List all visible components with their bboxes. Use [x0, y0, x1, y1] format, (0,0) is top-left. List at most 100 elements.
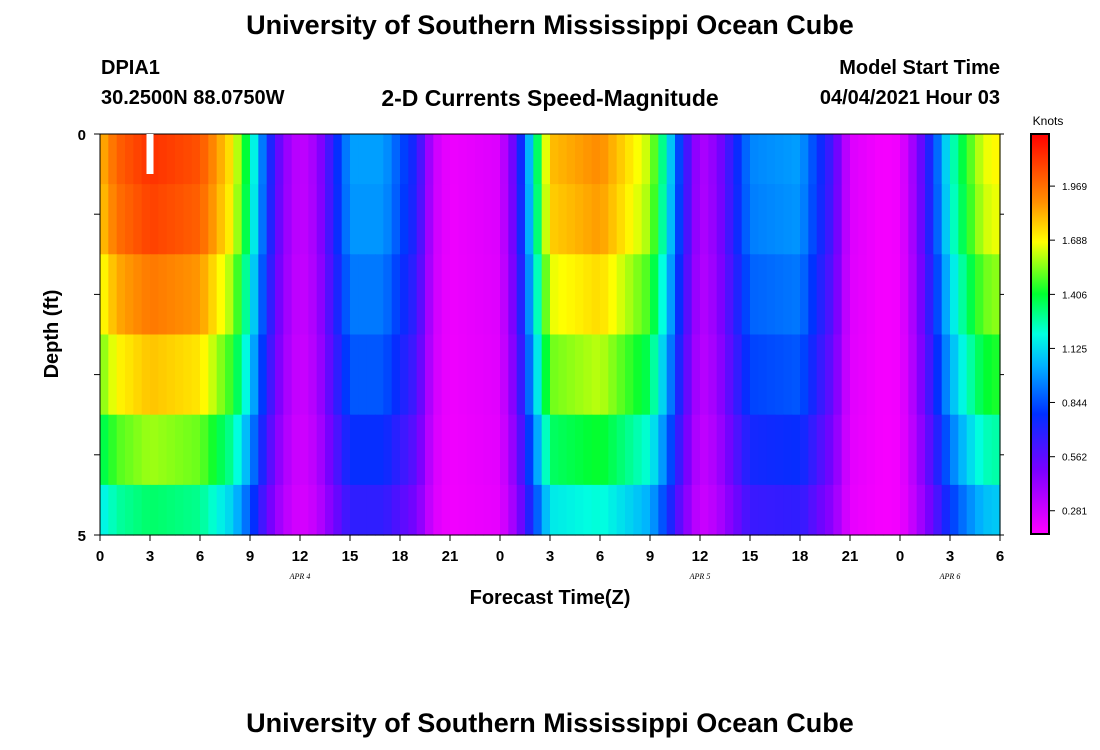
- heatmap-cell: [425, 414, 434, 486]
- heatmap-cell: [175, 184, 184, 255]
- heatmap-cell: [725, 184, 734, 255]
- heatmap-cell: [791, 254, 801, 336]
- heatmap-cell: [816, 134, 826, 185]
- heatmap-cell: [183, 134, 193, 185]
- heatmap-cell: [741, 334, 751, 416]
- heatmap-cell: [116, 414, 126, 486]
- heatmap-cell: [391, 414, 401, 486]
- colorbar-tick-label: 1.406: [1062, 290, 1087, 301]
- heatmap-cell: [983, 414, 993, 486]
- heatmap-cell: [158, 414, 168, 486]
- heatmap-cell: [758, 134, 768, 185]
- heatmap-cell: [841, 334, 851, 416]
- heatmap-cell: [966, 414, 976, 486]
- heatmap-cell: [500, 484, 509, 536]
- heatmap-cell: [766, 334, 776, 416]
- heatmap-cell: [958, 414, 968, 486]
- heatmap-cell: [125, 414, 134, 486]
- heatmap-cell: [658, 254, 668, 336]
- heatmap-cell: [908, 134, 918, 185]
- heatmap-cell: [908, 334, 918, 416]
- heatmap-cell: [758, 254, 768, 336]
- heatmap-cell: [683, 414, 693, 486]
- heatmap-cell: [666, 334, 676, 416]
- heatmap-cell: [616, 254, 626, 336]
- heatmap-cell: [258, 414, 268, 486]
- heatmap-cell: [100, 334, 109, 416]
- heatmap-cell: [191, 414, 201, 486]
- heatmap-cell: [216, 484, 226, 536]
- heatmap-cell: [791, 484, 801, 536]
- heatmap-cell: [991, 134, 1001, 185]
- heatmap-cell: [250, 484, 259, 536]
- heatmap-cell: [383, 414, 393, 486]
- heatmap-cell: [483, 484, 493, 536]
- heatmap-cell: [175, 254, 184, 336]
- heatmap-cell: [483, 334, 493, 416]
- heatmap-cell: [283, 184, 293, 255]
- heatmap-cell: [141, 134, 151, 185]
- heatmap-cell: [308, 184, 318, 255]
- footer-title: University of Southern Mississippi Ocean…: [246, 708, 854, 738]
- x-tick-label: 9: [246, 548, 254, 565]
- heatmap-cell: [275, 414, 284, 486]
- heatmap-cell: [991, 254, 1001, 336]
- heatmap-cell: [425, 184, 434, 255]
- x-tick-label: 9: [646, 548, 654, 565]
- heatmap-cell: [483, 254, 493, 336]
- heatmap-cell: [516, 254, 526, 336]
- heatmap-cell: [208, 184, 218, 255]
- heatmap-cell: [400, 134, 409, 185]
- heatmap-cell: [441, 334, 451, 416]
- heatmap-cell: [716, 184, 726, 255]
- heatmap-cell: [258, 254, 268, 336]
- heatmap-cell: [900, 134, 909, 185]
- heatmap-cell: [700, 254, 709, 336]
- heatmap-cell: [850, 184, 859, 255]
- heatmap-cell: [283, 484, 293, 536]
- heatmap-cell: [933, 254, 943, 336]
- heatmap-cell: [266, 184, 276, 255]
- heatmap-cell: [750, 254, 759, 336]
- heatmap-cell: [425, 134, 434, 185]
- heatmap-cell: [875, 254, 884, 336]
- heatmap-cell: [283, 254, 293, 336]
- y-axis-label: Depth (ft): [41, 290, 63, 379]
- heatmap-cell: [716, 484, 726, 536]
- heatmap-cell: [483, 414, 493, 486]
- heatmap-cell: [966, 254, 976, 336]
- heatmap-cell: [550, 184, 559, 255]
- heatmap-cell: [325, 414, 334, 486]
- heatmap-cell: [450, 184, 459, 255]
- heatmap-cell: [800, 184, 809, 255]
- heatmap-cell: [416, 254, 426, 336]
- heatmap-cell: [833, 414, 843, 486]
- heatmap-cell: [300, 484, 309, 536]
- heatmap-cell: [375, 484, 384, 536]
- heatmap-cell: [291, 254, 301, 336]
- heatmap-cell: [408, 254, 418, 336]
- heatmap-cell: [250, 414, 259, 486]
- heatmap-cell: [241, 134, 251, 185]
- heatmap-cell: [741, 414, 751, 486]
- heatmap-cell: [958, 184, 968, 255]
- colorbar-tick-label: 0.281: [1062, 507, 1087, 518]
- heatmap-cell: [133, 414, 143, 486]
- heatmap-cell: [950, 484, 959, 536]
- heatmap-cell: [158, 334, 168, 416]
- heatmap-cell: [925, 334, 934, 416]
- x-tick-label: 0: [496, 548, 504, 565]
- heatmap-cell: [925, 414, 934, 486]
- heatmap-cell: [183, 414, 193, 486]
- heatmap-cell: [300, 254, 309, 336]
- heatmap-cell: [766, 184, 776, 255]
- heatmap-cell: [166, 184, 176, 255]
- heatmap-cell: [791, 184, 801, 255]
- heatmap-cell: [925, 134, 934, 185]
- heatmap-cell: [225, 184, 234, 255]
- heatmap-cell: [483, 184, 493, 255]
- heatmap-cell: [858, 414, 868, 486]
- heatmap-cell: [883, 334, 893, 416]
- x-tick-label: 18: [792, 548, 809, 565]
- heatmap-cell: [408, 334, 418, 416]
